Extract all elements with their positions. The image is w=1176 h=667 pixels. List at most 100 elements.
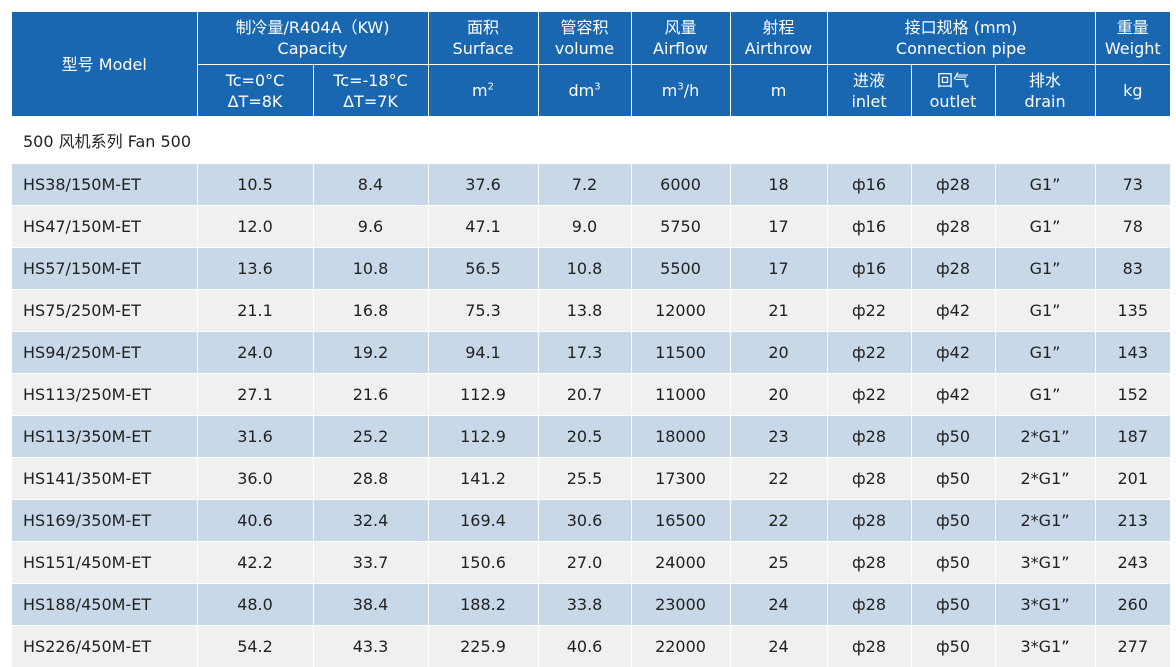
table-header: 型号 Model 制冷量/R404A（KW) Capacity 面积 Surfa… [12, 12, 1170, 117]
cell-airflow: 11000 [631, 374, 730, 416]
cell-tc18: 32.4 [313, 500, 428, 542]
cell-tc18: 19.2 [313, 332, 428, 374]
header-weight: 重量 Weight [1095, 12, 1170, 65]
cell-tc0: 31.6 [197, 416, 313, 458]
cell-surface: 47.1 [428, 206, 538, 248]
cell-inlet: ф28 [827, 500, 911, 542]
cell-weight: 243 [1095, 542, 1170, 584]
header-tc0-line1: Tc=0°C [198, 70, 313, 91]
header-connection-en: Connection pipe [828, 38, 1095, 59]
cell-drain: 2*G1” [995, 500, 1095, 542]
header-surface-cn: 面积 [429, 17, 538, 38]
cell-outlet: ф42 [911, 290, 995, 332]
cell-airflow: 6000 [631, 164, 730, 206]
cell-airflow: 16500 [631, 500, 730, 542]
cell-outlet: ф42 [911, 374, 995, 416]
cell-tc18: 33.7 [313, 542, 428, 584]
surface-unit-sup: 2 [488, 82, 494, 93]
cell-model: HS75/250M-ET [12, 290, 197, 332]
cell-inlet: ф28 [827, 626, 911, 667]
cell-model: HS38/150M-ET [12, 164, 197, 206]
cell-surface: 112.9 [428, 416, 538, 458]
cell-weight: 143 [1095, 332, 1170, 374]
cell-outlet: ф28 [911, 248, 995, 290]
spec-table: 型号 Model 制冷量/R404A（KW) Capacity 面积 Surfa… [12, 12, 1170, 667]
cell-model: HS141/350M-ET [12, 458, 197, 500]
cell-model: HS151/450M-ET [12, 542, 197, 584]
cell-weight: 187 [1095, 416, 1170, 458]
cell-weight: 201 [1095, 458, 1170, 500]
header-weight-en: Weight [1096, 38, 1171, 59]
header-capacity-cn: 制冷量/R404A（KW) [198, 17, 428, 38]
cell-surface: 56.5 [428, 248, 538, 290]
header-surface-en: Surface [429, 38, 538, 59]
cell-model: HS113/250M-ET [12, 374, 197, 416]
cell-volume: 40.6 [538, 626, 631, 667]
airflow-unit-post: /h [684, 81, 700, 100]
header-tc0-line2: ΔT=8K [198, 91, 313, 112]
header-outlet: 回气 outlet [911, 65, 995, 117]
header-volume-unit: dm3 [538, 65, 631, 117]
cell-outlet: ф50 [911, 626, 995, 667]
cell-volume: 13.8 [538, 290, 631, 332]
cell-drain: 3*G1” [995, 584, 1095, 626]
cell-inlet: ф22 [827, 332, 911, 374]
cell-tc0: 54.2 [197, 626, 313, 667]
cell-weight: 152 [1095, 374, 1170, 416]
cell-surface: 141.2 [428, 458, 538, 500]
cell-airflow: 5750 [631, 206, 730, 248]
spec-table-container: 型号 Model 制冷量/R404A（KW) Capacity 面积 Surfa… [12, 12, 1170, 667]
cell-tc0: 48.0 [197, 584, 313, 626]
cell-drain: 2*G1” [995, 458, 1095, 500]
header-weight-unit: kg [1095, 65, 1170, 117]
cell-airthrow: 17 [730, 206, 827, 248]
cell-volume: 7.2 [538, 164, 631, 206]
cell-model: HS226/450M-ET [12, 626, 197, 667]
header-airthrow-en: Airthrow [731, 38, 827, 59]
cell-inlet: ф28 [827, 542, 911, 584]
cell-surface: 37.6 [428, 164, 538, 206]
cell-weight: 213 [1095, 500, 1170, 542]
header-tc18: Tc=-18°C ΔT=7K [313, 65, 428, 117]
cell-airthrow: 17 [730, 248, 827, 290]
cell-inlet: ф16 [827, 248, 911, 290]
header-outlet-en: outlet [912, 91, 995, 112]
cell-volume: 25.5 [538, 458, 631, 500]
cell-model: HS113/350M-ET [12, 416, 197, 458]
cell-airflow: 24000 [631, 542, 730, 584]
cell-airthrow: 18 [730, 164, 827, 206]
header-airflow-unit: m3/h [631, 65, 730, 117]
header-airthrow: 射程 Airthrow [730, 12, 827, 65]
cell-surface: 112.9 [428, 374, 538, 416]
cell-outlet: ф50 [911, 458, 995, 500]
cell-model: HS94/250M-ET [12, 332, 197, 374]
cell-airthrow: 21 [730, 290, 827, 332]
cell-inlet: ф28 [827, 458, 911, 500]
cell-outlet: ф28 [911, 206, 995, 248]
cell-airflow: 22000 [631, 626, 730, 667]
cell-tc0: 36.0 [197, 458, 313, 500]
volume-unit-sup: 3 [594, 82, 600, 93]
cell-inlet: ф16 [827, 164, 911, 206]
cell-inlet: ф16 [827, 206, 911, 248]
header-inlet: 进液 inlet [827, 65, 911, 117]
cell-tc0: 12.0 [197, 206, 313, 248]
cell-outlet: ф28 [911, 164, 995, 206]
cell-drain: G1” [995, 206, 1095, 248]
cell-drain: 2*G1” [995, 416, 1095, 458]
surface-unit-base: m [472, 81, 488, 100]
cell-airthrow: 22 [730, 458, 827, 500]
header-inlet-cn: 进液 [828, 70, 911, 91]
cell-tc18: 25.2 [313, 416, 428, 458]
cell-inlet: ф28 [827, 584, 911, 626]
header-airflow-cn: 风量 [632, 17, 730, 38]
cell-drain: G1” [995, 332, 1095, 374]
cell-drain: G1” [995, 374, 1095, 416]
cell-airflow: 5500 [631, 248, 730, 290]
header-surface: 面积 Surface [428, 12, 538, 65]
header-connection-cn: 接口规格 (mm) [828, 17, 1095, 38]
